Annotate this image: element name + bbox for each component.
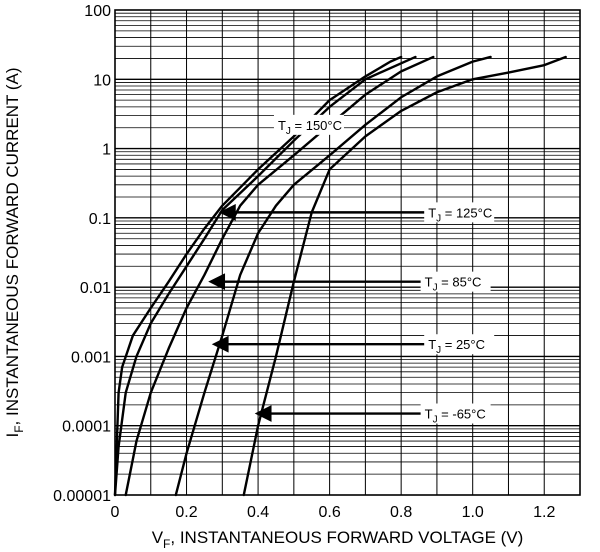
callout-bg-1 bbox=[424, 202, 495, 223]
callouts: TJ = 150°C TJ = 125°C TJ = 85°C TJ = 25°C TJ… bbox=[208, 114, 495, 426]
series-curve-1: T_J = 125°C bbox=[113, 55, 417, 497]
y-axis-title: IF, INSTANTANEOUS FORWARD CURRENT (A) bbox=[3, 67, 26, 437]
series-curve-0: T_J = 150°C bbox=[113, 55, 403, 497]
callout-bg-4 bbox=[420, 403, 491, 424]
callout-bg-3 bbox=[424, 334, 495, 355]
y-tick-label: 0.1 bbox=[89, 211, 111, 228]
y-tick-label: 1 bbox=[102, 142, 111, 159]
y-tick-label: 0.001 bbox=[71, 349, 111, 366]
x-tick-label: 0.6 bbox=[318, 504, 340, 521]
y-tick-labels: 100 10 1 0.1 0.01 0.001 0.0001 0.00001 bbox=[53, 3, 111, 505]
series-curve-4: T_J = -65°C bbox=[242, 55, 567, 497]
plot-frame bbox=[114, 9, 581, 496]
x-axis-title: VF, INSTANTANEOUS FORWARD VOLTAGE (V) bbox=[152, 528, 524, 551]
series-curve-3: T_J = 25°C bbox=[174, 55, 492, 497]
x-tick-label: 1.2 bbox=[533, 504, 555, 521]
series-label-1: TJ = 125°C bbox=[428, 205, 492, 224]
x-tick-labels: 0 0.2 0.4 0.6 0.8 1.0 1.2 bbox=[111, 504, 556, 521]
series-label-0: TJ = 150°C bbox=[278, 118, 342, 137]
x-tick-label: 0.2 bbox=[175, 504, 197, 521]
callout-bg-0 bbox=[273, 114, 344, 135]
curves: T_J = 150°CT_J = 125°CT_J = 85°CT_J = 25… bbox=[113, 55, 567, 497]
y-tick-label: 10 bbox=[93, 72, 111, 89]
x-tick-label: 0.8 bbox=[390, 504, 412, 521]
series-label-3: TJ = 25°C bbox=[428, 337, 485, 356]
x-tick-label: 0.4 bbox=[247, 504, 269, 521]
grid bbox=[114, 9, 581, 496]
x-tick-label: 1.0 bbox=[462, 504, 484, 521]
series-label-4: TJ = -65°C bbox=[425, 407, 486, 426]
callout-bg-2 bbox=[420, 271, 491, 292]
x-tick-label: 0 bbox=[111, 504, 120, 521]
y-tick-label: 0.01 bbox=[80, 280, 111, 297]
series-curve-2: T_J = 85°C bbox=[124, 55, 435, 497]
y-tick-label: 0.00001 bbox=[53, 488, 111, 505]
series-label-2: TJ = 85°C bbox=[425, 275, 482, 294]
y-tick-label: 0.0001 bbox=[62, 419, 111, 436]
y-tick-label: 100 bbox=[84, 3, 111, 20]
